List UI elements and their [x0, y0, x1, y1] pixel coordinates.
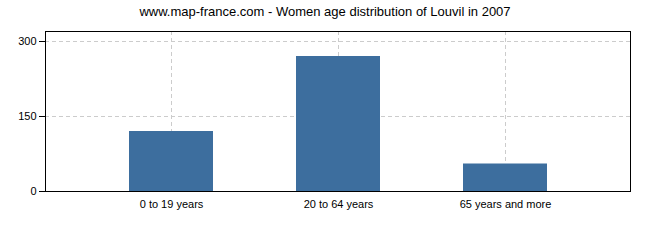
svg-text:0: 0: [30, 185, 36, 197]
svg-text:150: 150: [18, 110, 36, 122]
svg-text:300: 300: [18, 35, 36, 47]
svg-text:0 to 19 years: 0 to 19 years: [140, 198, 204, 210]
svg-text:20 to 64 years: 20 to 64 years: [304, 198, 374, 210]
svg-text:65 years and more: 65 years and more: [460, 198, 552, 210]
html-text:www.map-france.com - Women age: www.map-france.com - Women age distribut…: [139, 4, 511, 19]
